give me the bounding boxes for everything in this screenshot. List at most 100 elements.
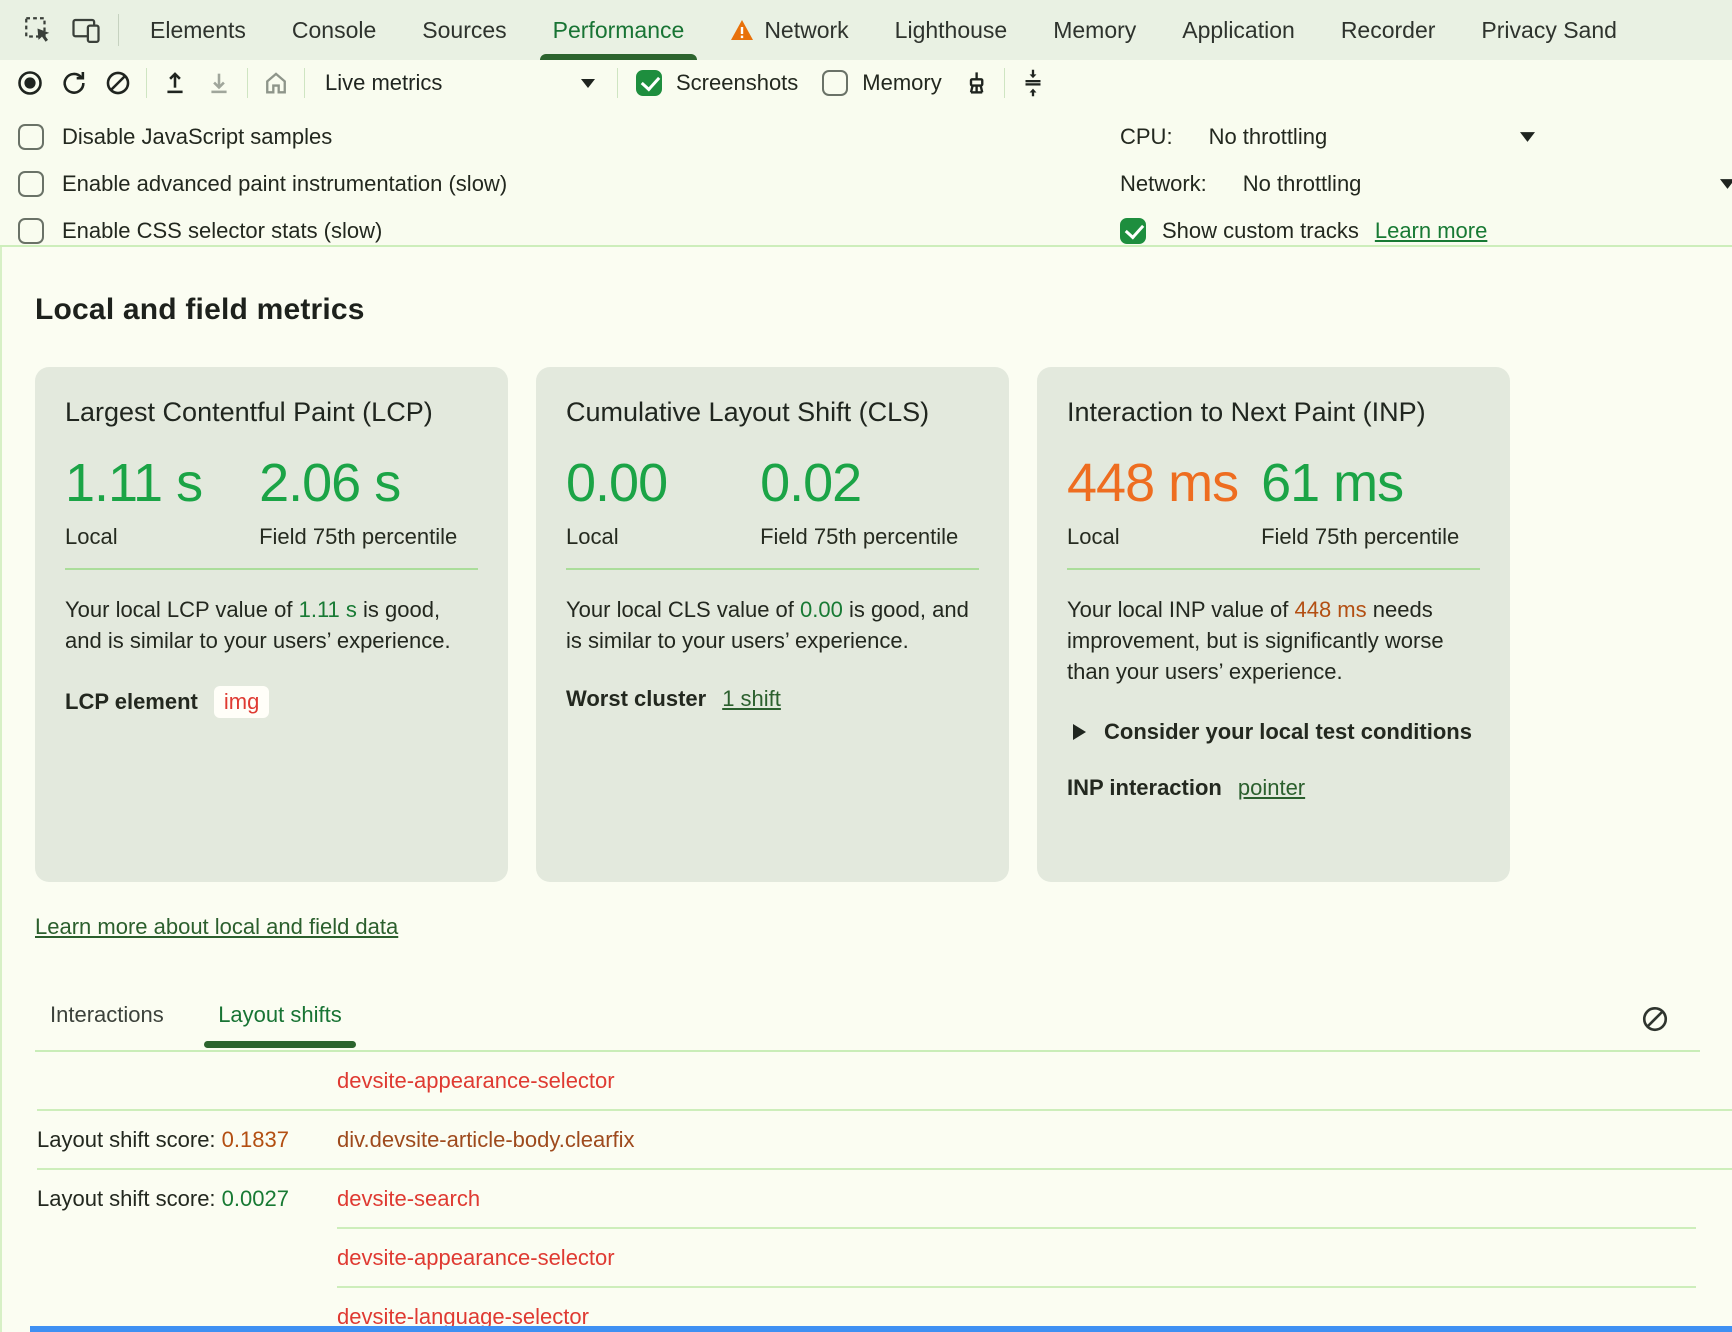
screenshots-checkbox-row[interactable]: Screenshots <box>624 70 810 96</box>
shift-score-value: 0.1837 <box>221 1126 289 1152</box>
inp-interaction-link[interactable]: pointer <box>1237 775 1306 801</box>
layout-shift-row[interactable]: devsite-language-selector <box>2 1288 1732 1332</box>
layout-shift-row[interactable]: Layout shift score: 0.1837 div.devsite-a… <box>2 1111 1732 1168</box>
cpu-throttling-select[interactable]: No throttling <box>1208 123 1328 149</box>
toolbar-separator <box>118 14 119 46</box>
cpu-label: CPU: <box>1120 123 1173 149</box>
card-divider <box>65 567 478 570</box>
row-divider <box>337 1227 1696 1229</box>
inp-local-value: 448 ms <box>1067 453 1239 513</box>
clear-log-icon[interactable] <box>1640 1004 1670 1034</box>
worst-cluster-label: Worst cluster <box>566 686 707 712</box>
disable-js-samples-label: Disable JavaScript samples <box>62 123 333 149</box>
tab-elements[interactable]: Elements <box>150 16 246 43</box>
shift-element-link[interactable]: devsite-search <box>337 1185 481 1211</box>
advanced-paint-label: Enable advanced paint instrumentation (s… <box>62 170 508 196</box>
layout-shift-row[interactable]: devsite-appearance-selector <box>2 1052 1732 1109</box>
tab-layout-shifts[interactable]: Layout shifts <box>204 1002 356 1048</box>
cls-description: Your local CLS value of 0.00 is good, an… <box>566 596 969 653</box>
tab-sources[interactable]: Sources <box>422 16 507 43</box>
upload-profile-icon[interactable] <box>153 63 197 103</box>
worst-cluster-link[interactable]: 1 shift <box>722 686 781 712</box>
record-reload-icon[interactable] <box>52 63 96 103</box>
network-throttling-row: Network: No throttling <box>1120 167 1732 200</box>
lcp-inline-value: 1.11 s <box>298 596 357 622</box>
inspect-element-icon[interactable] <box>14 0 62 60</box>
cls-card: Cumulative Layout Shift (CLS) 0.00 Local… <box>536 367 1009 882</box>
inp-inline-value: 448 ms <box>1294 596 1367 622</box>
collapse-icon[interactable] <box>1011 63 1055 103</box>
chevron-down-icon[interactable] <box>1720 178 1732 189</box>
custom-tracks-learn-more-link[interactable]: Learn more <box>1374 217 1488 243</box>
memory-checkbox[interactable] <box>822 70 849 96</box>
inp-local-label: Local <box>1067 524 1120 549</box>
tab-interactions[interactable]: Interactions <box>50 1002 164 1027</box>
record-icon[interactable] <box>8 63 52 103</box>
shift-element-link[interactable]: div.devsite-article-body.clearfix <box>337 1126 635 1152</box>
advanced-paint-row[interactable]: Enable advanced paint instrumentation (s… <box>18 167 1732 200</box>
cls-card-title: Cumulative Layout Shift (CLS) <box>566 397 930 427</box>
layout-shift-row[interactable]: devsite-appearance-selector <box>2 1229 1732 1286</box>
inp-description: Your local INP value of 448 ms needs imp… <box>1067 596 1444 685</box>
lcp-card-title: Largest Contentful Paint (LCP) <box>65 397 433 427</box>
tab-console[interactable]: Console <box>291 16 377 43</box>
custom-tracks-row[interactable]: Show custom tracks Learn more <box>1120 214 1732 247</box>
memory-checkbox-row[interactable]: Memory <box>810 70 953 96</box>
tab-memory[interactable]: Memory <box>1053 16 1137 43</box>
mode-select[interactable]: Live metrics <box>311 63 611 103</box>
css-selector-stats-row[interactable]: Enable CSS selector stats (slow) <box>18 214 1732 247</box>
inp-interaction-label: INP interaction <box>1067 775 1222 801</box>
inp-card-title: Interaction to Next Paint (INP) <box>1067 397 1426 427</box>
shift-score-label: Layout shift score: <box>37 1185 216 1211</box>
cpu-throttling-row: CPU: No throttling <box>1120 120 1732 153</box>
download-profile-icon[interactable] <box>197 63 241 103</box>
disable-js-samples-checkbox[interactable] <box>18 123 44 150</box>
mode-select-value: Live metrics <box>325 70 443 95</box>
lcp-field-label: Field 75th percentile <box>259 524 458 549</box>
inp-field-value: 61 ms <box>1261 453 1404 513</box>
lcp-element-label: LCP element <box>65 689 198 715</box>
collect-garbage-icon[interactable] <box>954 63 998 103</box>
tab-application[interactable]: Application <box>1182 16 1295 43</box>
shift-score-value: 0.0027 <box>221 1185 289 1211</box>
clear-icon[interactable] <box>96 63 140 103</box>
warning-icon <box>730 19 754 41</box>
advanced-paint-checkbox[interactable] <box>18 170 44 197</box>
capture-settings-pane: Disable JavaScript samples Enable advanc… <box>0 106 1732 247</box>
row-divider <box>37 1168 1732 1170</box>
cls-field-value: 0.02 <box>760 453 862 513</box>
lcp-local-label: Local <box>65 524 118 549</box>
home-icon[interactable] <box>254 63 298 103</box>
screenshots-checkbox[interactable] <box>636 70 662 96</box>
disable-js-samples-row[interactable]: Disable JavaScript samples <box>18 120 1732 153</box>
memory-label: Memory <box>862 70 942 95</box>
inp-field-label: Field 75th percentile <box>1261 524 1460 549</box>
tab-lighthouse[interactable]: Lighthouse <box>894 16 1008 43</box>
learn-more-field-data-link[interactable]: Learn more about local and field data <box>35 914 399 939</box>
shift-element-link[interactable]: devsite-appearance-selector <box>337 1244 615 1270</box>
device-toolbar-icon[interactable] <box>62 0 110 60</box>
tab-privacy-sandbox[interactable]: Privacy Sand <box>1481 16 1617 43</box>
shift-element-link[interactable]: devsite-language-selector <box>337 1303 589 1329</box>
shift-element-link[interactable]: devsite-appearance-selector <box>337 1067 615 1093</box>
toolbar-separator <box>1003 68 1005 98</box>
shift-score-label: Layout shift score: <box>37 1126 216 1152</box>
log-tabbar-divider <box>35 1050 1700 1052</box>
inp-card: Interaction to Next Paint (INP) 448 ms L… <box>1037 367 1510 882</box>
tab-recorder[interactable]: Recorder <box>1340 16 1436 43</box>
chevron-down-icon <box>581 78 595 88</box>
css-selector-stats-checkbox[interactable] <box>18 217 44 244</box>
toolbar-separator <box>304 68 305 98</box>
local-test-conditions-disclosure[interactable]: Consider your local test conditions <box>1067 719 1480 745</box>
network-throttling-select[interactable]: No throttling <box>1242 170 1362 196</box>
tab-performance[interactable]: Performance <box>530 0 708 60</box>
lcp-element-node-chip[interactable]: img <box>213 686 270 719</box>
layout-shift-row[interactable]: Layout shift score: 0.0027 devsite-searc… <box>2 1170 1732 1227</box>
tab-network[interactable]: Network <box>707 0 871 60</box>
chevron-down-icon[interactable] <box>1520 131 1535 142</box>
card-divider <box>1067 567 1480 570</box>
selected-row-highlight <box>30 1326 1732 1332</box>
throttling-settings: CPU: No throttling Network: No throttlin… <box>1120 120 1732 247</box>
lcp-card: Largest Contentful Paint (LCP) 1.11 s Lo… <box>35 367 508 882</box>
custom-tracks-checkbox[interactable] <box>1120 217 1146 244</box>
